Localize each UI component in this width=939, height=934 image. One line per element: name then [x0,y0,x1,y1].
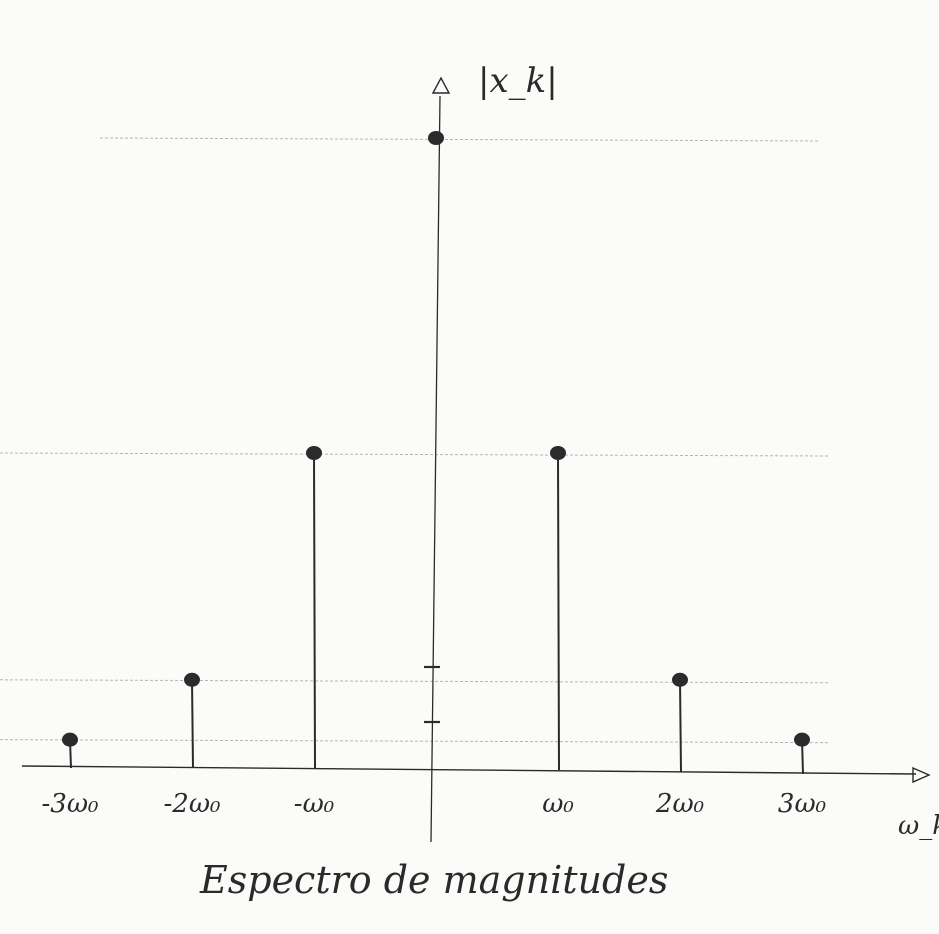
tick-label-2: -ω₀ [294,789,335,819]
y-axis [430,95,441,843]
tick-label-0: -3ω₀ [42,789,100,819]
stems [62,131,810,775]
tick-labels: -3ω₀ -2ω₀ -ω₀ ω₀ 2ω₀ 3ω₀ [42,789,827,819]
stem-marker-5 [672,672,688,687]
y-axis-arrow [431,76,451,94]
stem-line-5 [679,679,682,773]
reference-line-0 [99,137,821,142]
stem-marker-0 [62,732,78,747]
tick-label-3: ω₀ [542,789,574,819]
axes [21,76,931,843]
x-axis-label: ω_k [898,811,939,841]
stem-marker-6 [794,732,810,747]
y-axis-label: |x_k| [478,61,558,101]
reference-line-3 [0,739,831,744]
reference-line-2 [0,679,831,684]
x-axis-arrow [912,766,931,784]
tick-label-4: 2ω₀ [655,789,705,819]
chart-title: Espectro de magnitudes [199,858,668,902]
x-axis [21,765,917,775]
reference-lines [0,137,831,744]
stem-marker-1 [184,672,200,687]
stem-line-2 [313,452,316,769]
reference-line-1 [0,452,831,457]
stem-line-1 [191,679,194,769]
stem-marker-4 [550,446,566,460]
stem-line-4 [557,452,560,771]
tick-label-1: -2ω₀ [164,789,222,819]
stem-marker-3 [428,131,444,145]
stem-marker-2 [306,446,322,460]
tick-label-5: 3ω₀ [778,789,827,819]
